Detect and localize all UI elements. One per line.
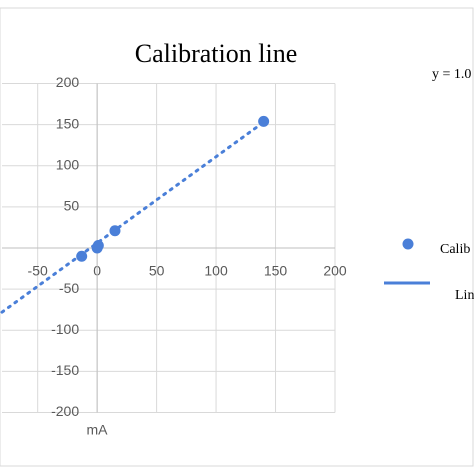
legend-label: Lin [455,288,474,303]
x-axis-label: mA [87,422,109,438]
point [258,115,270,127]
y-tick-label: 150 [56,115,80,131]
y-tick-label: 100 [56,156,80,172]
legend-marker [402,238,414,250]
point [76,250,88,262]
y-tick-label: -200 [51,403,79,419]
x-tick-label: 50 [149,263,165,279]
y-tick-label: 50 [64,198,80,214]
y-tick-label: -50 [59,280,79,296]
x-tick-label: 200 [323,263,347,279]
legend-label: Calib [440,242,470,257]
trend-equation: y = 1.0 [432,67,471,82]
x-tick-label: 150 [264,263,288,279]
trendline [0,120,266,314]
y-tick-label: -150 [51,362,79,378]
chart-frame [0,7,474,467]
x-tick-label: 100 [204,263,228,279]
y-tick-label: 200 [56,74,80,90]
y-tick-label: -100 [51,321,79,337]
chart-title: Calibration line [135,39,297,68]
x-tick-label: -50 [28,263,48,279]
point [92,240,104,252]
